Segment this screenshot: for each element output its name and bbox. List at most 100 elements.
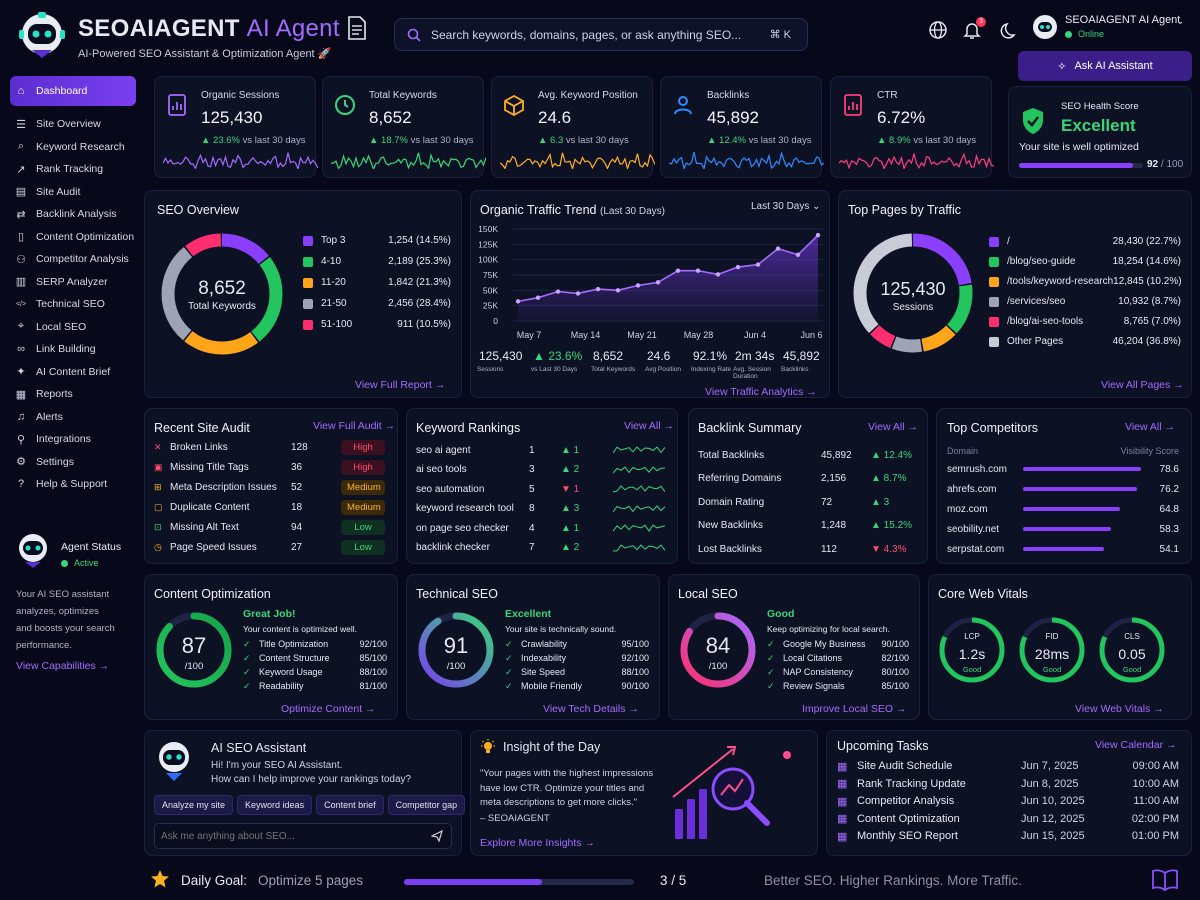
view-traffic-analytics-link[interactable]: View Traffic Analytics → — [705, 386, 817, 398]
legend-name: 11-20 — [321, 277, 346, 288]
ranking-row[interactable]: seo automation 5 ▼ 1 — [416, 479, 665, 499]
legend-row[interactable]: Other Pages 46,204 (36.8%) — [989, 336, 1181, 347]
moon-icon[interactable] — [1000, 20, 1022, 42]
task-row[interactable]: ▦ Site Audit Schedule Jun 7, 2025 09:00 AM — [837, 756, 1179, 776]
audit-row[interactable]: ⊡ Missing Alt Text 94 Low — [154, 517, 385, 537]
legend-row[interactable]: /blog/ai-seo-tools 8,765 (7.0%) — [989, 316, 1181, 327]
legend-row[interactable]: / 28,430 (22.7%) — [989, 236, 1181, 247]
legend-row[interactable]: Top 3 1,254 (14.5%) — [303, 235, 451, 246]
ranking-keyword: seo ai agent — [416, 444, 471, 456]
competitor-row[interactable]: seobility.net 58.3 — [947, 519, 1179, 539]
legend-row[interactable]: 51-100 911 (10.5%) — [303, 319, 451, 330]
sidebar-item-link-building[interactable]: ∞ Link Building — [10, 338, 136, 361]
competitor-row[interactable]: ahrefs.com 76.2 — [947, 479, 1179, 499]
sidebar-item-site-overview[interactable]: ☰ Site Overview — [10, 113, 136, 136]
sidebar-item-rank-tracking[interactable]: ↗ Rank Tracking — [10, 158, 136, 181]
ranking-position: 1 — [529, 444, 535, 456]
globe-icon[interactable] — [928, 20, 950, 42]
sidebar-item-integrations[interactable]: ⚲ Integrations — [10, 428, 136, 451]
sidebar-item-local-seo[interactable]: ⌖ Local SEO — [10, 316, 136, 339]
search-bar[interactable]: ⌘ K — [394, 18, 808, 51]
audit-row[interactable]: ⊞ Meta Description Issues 52 Medium — [154, 477, 385, 497]
score-card-link[interactable]: View Tech Details → — [543, 703, 639, 715]
view-full-report-link[interactable]: View Full Report → — [355, 379, 446, 391]
view-calendar-link[interactable]: View Calendar → — [1095, 739, 1177, 751]
task-row[interactable]: ▦ Content Optimization Jun 12, 2025 02:00 P… — [837, 809, 1179, 829]
sidebar-item-site-audit[interactable]: ▤ Site Audit — [10, 181, 136, 204]
view-capabilities-link[interactable]: View Capabilities → — [16, 660, 110, 672]
sidebar-item-reports[interactable]: ▦ Reports — [10, 383, 136, 406]
sidebar-item-ai-content-brief[interactable]: ✦ AI Content Brief — [10, 361, 136, 384]
suggestion-chip[interactable]: Keyword ideas — [237, 795, 313, 815]
sidebar-item-alerts[interactable]: ♫ Alerts — [10, 406, 136, 429]
kpi-card-organic-sessions[interactable]: Organic Sessions 125,430 ▲ 23.6% vs last 3… — [154, 76, 318, 178]
sidebar-item-competitor-analysis[interactable]: ⚇ Competitor Analysis — [10, 248, 136, 271]
chevron-down-icon[interactable]: ⌄ — [1176, 16, 1185, 27]
task-row[interactable]: ▦ Competitor Analysis Jun 10, 2025 11:00 AM — [837, 791, 1179, 811]
competitor-row[interactable]: semrush.com 78.6 — [947, 459, 1179, 479]
legend-row[interactable]: /tools/keyword-research 12,845 (10.2%) — [989, 276, 1182, 287]
kpi-card-avg-keyword-position[interactable]: Avg. Keyword Position 24.6 ▲ 6.3 vs last 3… — [491, 76, 655, 178]
legend-swatch — [303, 298, 313, 309]
competitor-row[interactable]: moz.com 64.8 — [947, 499, 1179, 519]
competitor-row[interactable]: serpstat.com 54.1 — [947, 539, 1179, 559]
view-web-vitals-link[interactable]: View Web Vitals → — [1075, 703, 1164, 715]
score-card-link[interactable]: Optimize Content → — [281, 703, 376, 715]
sidebar-item-help-support[interactable]: ? Help & Support — [10, 473, 136, 496]
kpi-card-total-keywords[interactable]: Total Keywords 8,652 ▲ 18.7% vs last 30 da… — [322, 76, 486, 178]
sidebar-item-backlink-analysis[interactable]: ⇄ Backlink Analysis — [10, 203, 136, 226]
audit-row[interactable]: ▣ Missing Title Tags 36 High — [154, 457, 385, 477]
search-input[interactable] — [431, 19, 761, 50]
legend-row[interactable]: 4-10 2,189 (25.3%) — [303, 256, 451, 267]
sidebar-item-technical-seo[interactable]: </> Technical SEO — [10, 293, 136, 316]
view-all-competitors-link[interactable]: View All → — [1125, 421, 1175, 433]
book-icon[interactable] — [1152, 869, 1178, 891]
sidebar-item-serp-analyzer[interactable]: ▥ SERP Analyzer — [10, 271, 136, 294]
audit-row[interactable]: ✕ Broken Links 128 High — [154, 437, 385, 457]
assistant-input-box[interactable] — [154, 823, 452, 849]
view-all-pages-link[interactable]: View All Pages → — [1101, 379, 1184, 391]
sidebar-item-settings[interactable]: ⚙ Settings — [10, 451, 136, 474]
ranking-row[interactable]: backlink checker 7 ▲ 2 — [416, 538, 665, 558]
kpi-card-ctr[interactable]: CTR 6.72% ▲ 8.9% vs last 30 days — [830, 76, 994, 178]
audit-row[interactable]: ◷ Page Speed Issues 27 Low — [154, 537, 385, 557]
notification-count: 3 — [976, 17, 986, 27]
ask-ai-button[interactable]: ✧ Ask AI Assistant — [1018, 51, 1192, 81]
audit-row[interactable]: ▢ Duplicate Content 18 Medium — [154, 497, 385, 517]
suggestion-chip[interactable]: Analyze my site — [154, 795, 234, 815]
cwv-name: CLS — [1124, 632, 1140, 641]
ranking-row[interactable]: seo ai agent 1 ▲ 1 — [416, 440, 665, 460]
health-status: Excellent — [1061, 116, 1136, 135]
legend-row[interactable]: 21-50 2,456 (28.4%) — [303, 298, 451, 309]
sidebar-item-dashboard[interactable]: ⌂ Dashboard — [10, 76, 136, 106]
view-all-rankings-link[interactable]: View All → — [624, 420, 674, 432]
assistant-input[interactable] — [161, 824, 421, 848]
criteria-name: Crawlability — [521, 639, 568, 649]
score-card-link[interactable]: Improve Local SEO → — [802, 703, 907, 715]
task-row[interactable]: ▦ Monthly SEO Report Jun 15, 2025 01:00 PM — [837, 826, 1179, 846]
legend-row[interactable]: 11-20 1,842 (21.3%) — [303, 277, 451, 288]
backlink-row: Lost Backlinks 112 ▼ 4.3% — [698, 539, 915, 559]
sidebar-item-keyword-research[interactable]: ⌕ Keyword Research — [10, 136, 136, 159]
view-all-backlinks-link[interactable]: View All → — [868, 421, 918, 433]
score-criteria-row: ✓ Google My Business 90/100 — [767, 639, 909, 650]
task-row[interactable]: ▦ Rank Tracking Update Jun 8, 2025 10:00 AM — [837, 774, 1179, 794]
ranking-row[interactable]: keyword research tool 8 ▲ 3 — [416, 499, 665, 519]
suggestion-chip[interactable]: Content brief — [316, 795, 384, 815]
avatar[interactable] — [1032, 14, 1058, 40]
ranking-row[interactable]: ai seo tools 3 ▲ 2 — [416, 460, 665, 480]
legend-row[interactable]: /services/seo 10,932 (8.7%) — [989, 296, 1181, 307]
kpi-card-backlinks[interactable]: Backlinks 45,892 ▲ 12.4% vs last 30 days — [660, 76, 824, 178]
legend-row[interactable]: /blog/seo-guide 18,254 (14.6%) — [989, 256, 1181, 267]
top-pages-total-label: Sessions — [892, 302, 934, 313]
sidebar-item-content-optimization[interactable]: ▯ Content Optimization — [10, 226, 136, 249]
document-icon[interactable] — [347, 16, 367, 40]
suggestion-chip[interactable]: Competitor gap — [387, 795, 466, 815]
bell-icon[interactable]: 3 — [962, 17, 986, 42]
view-full-audit-link[interactable]: View Full Audit → — [313, 420, 396, 432]
send-icon[interactable] — [431, 830, 443, 842]
explore-insights-link[interactable]: Explore More Insights → — [480, 837, 595, 849]
range-select[interactable]: Last 30 Days ⌄ — [751, 201, 821, 212]
ranking-row[interactable]: on page seo checker 4 ▲ 1 — [416, 518, 665, 538]
seo-overview-card: SEO Overview 8,652 Total Keywords View F… — [144, 190, 462, 398]
